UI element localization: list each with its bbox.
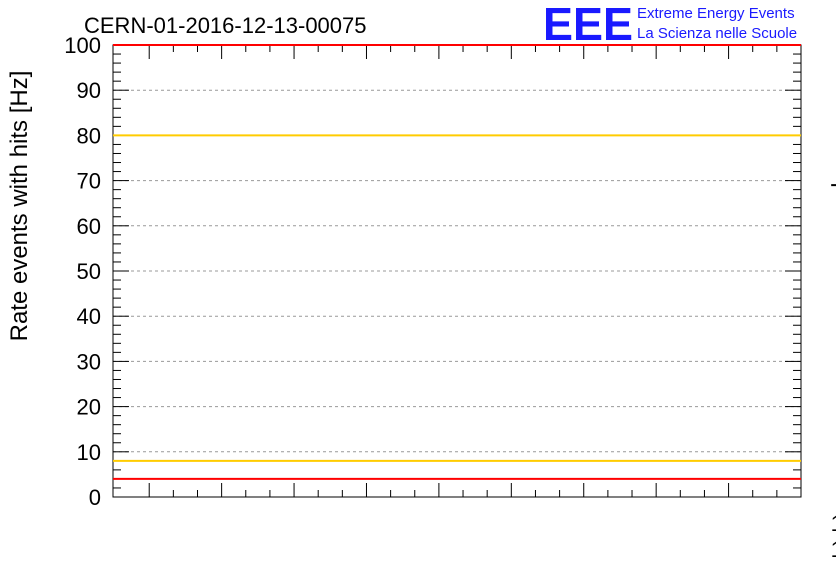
x-tick-label-time: 10:50:00	[831, 537, 836, 562]
plot-area: 010203040506070809010013/12/1610:50:0013…	[64, 33, 836, 562]
y-tick-label: 20	[77, 395, 101, 420]
y-axis-label: Rate events with hits [Hz]	[6, 71, 33, 342]
logo-line-2: La Scienza nelle Scuole	[637, 25, 797, 42]
chart-title: CERN-01-2016-12-13-00075	[84, 13, 367, 38]
y-tick-label: 70	[77, 169, 101, 194]
y-tick-label: 0	[89, 485, 101, 510]
y-tick-label: 30	[77, 349, 101, 374]
y-tick-label: 60	[77, 214, 101, 239]
y-tick-label: 100	[64, 33, 101, 58]
y-tick-label: 80	[77, 123, 101, 148]
x-tick-label-date: 13/12/16	[831, 511, 836, 536]
y-tick-label: 90	[77, 78, 101, 103]
eee-logo: EEE Extreme Energy Events La Scienza nel…	[543, 0, 797, 50]
logo-mark: EEE	[543, 0, 633, 50]
logo-line-1: Extreme Energy Events	[637, 5, 795, 22]
y-tick-label: 40	[77, 304, 101, 329]
y-tick-label: 10	[77, 440, 101, 465]
y-tick-label: 50	[77, 259, 101, 284]
